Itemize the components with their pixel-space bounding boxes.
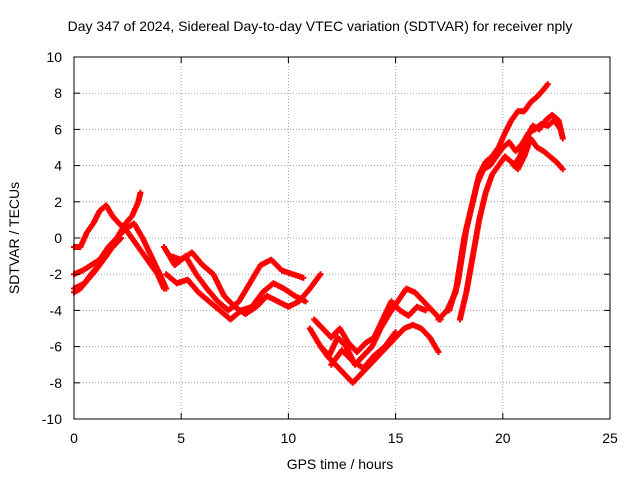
data-series — [71, 81, 566, 386]
data-point — [422, 307, 429, 314]
series-track-15 — [510, 111, 566, 169]
y-tick-label: -2 — [50, 266, 63, 282]
x-tick-label: 5 — [177, 430, 185, 446]
x-tick-label: 15 — [388, 430, 404, 446]
data-point — [118, 235, 125, 241]
data-point — [137, 189, 144, 196]
x-tick-label: 20 — [495, 430, 511, 446]
grid-lines — [74, 57, 610, 419]
series-track-14 — [456, 135, 566, 323]
series-track-13 — [446, 81, 551, 314]
y-tick-label: -4 — [50, 302, 63, 318]
y-tick-label: 2 — [54, 194, 62, 210]
series-track-10 — [317, 285, 444, 368]
y-tick-label: 4 — [54, 158, 62, 174]
y-tick-label: 0 — [54, 230, 62, 246]
chart-title: Day 347 of 2024, Sidereal Day-to-day VTE… — [67, 18, 573, 34]
series-track-6 — [163, 271, 309, 323]
data-point — [435, 349, 442, 356]
y-tick-label: 6 — [54, 121, 62, 137]
y-tick-label: -6 — [50, 339, 63, 355]
y-tick-label: 8 — [54, 85, 62, 101]
series-track-2 — [71, 189, 144, 278]
x-tick-label: 25 — [602, 430, 618, 446]
x-tick-label: 0 — [70, 430, 78, 446]
data-point — [317, 271, 324, 278]
series-track-4 — [71, 235, 125, 296]
y-tick-label: 10 — [46, 49, 62, 65]
y-tick-label: -10 — [42, 411, 62, 427]
axis-ticks: 0 5 10 15 20 25 -10 -8 -6 -4 -2 0 2 4 6 8 10 — [42, 49, 618, 446]
x-tick-label: 10 — [281, 430, 297, 446]
series-track-11 — [328, 329, 399, 372]
x-axis-label: GPS time / hours — [286, 456, 394, 472]
data-point — [392, 329, 399, 336]
y-axis-label: SDTVAR / TECUs — [6, 181, 22, 295]
data-point — [544, 81, 551, 88]
data-point — [559, 166, 566, 173]
data-point — [163, 285, 170, 292]
data-point — [300, 274, 307, 281]
data-point — [302, 298, 309, 305]
series-track-7 — [167, 249, 324, 318]
y-tick-label: -8 — [50, 375, 63, 391]
data-point — [559, 135, 566, 142]
